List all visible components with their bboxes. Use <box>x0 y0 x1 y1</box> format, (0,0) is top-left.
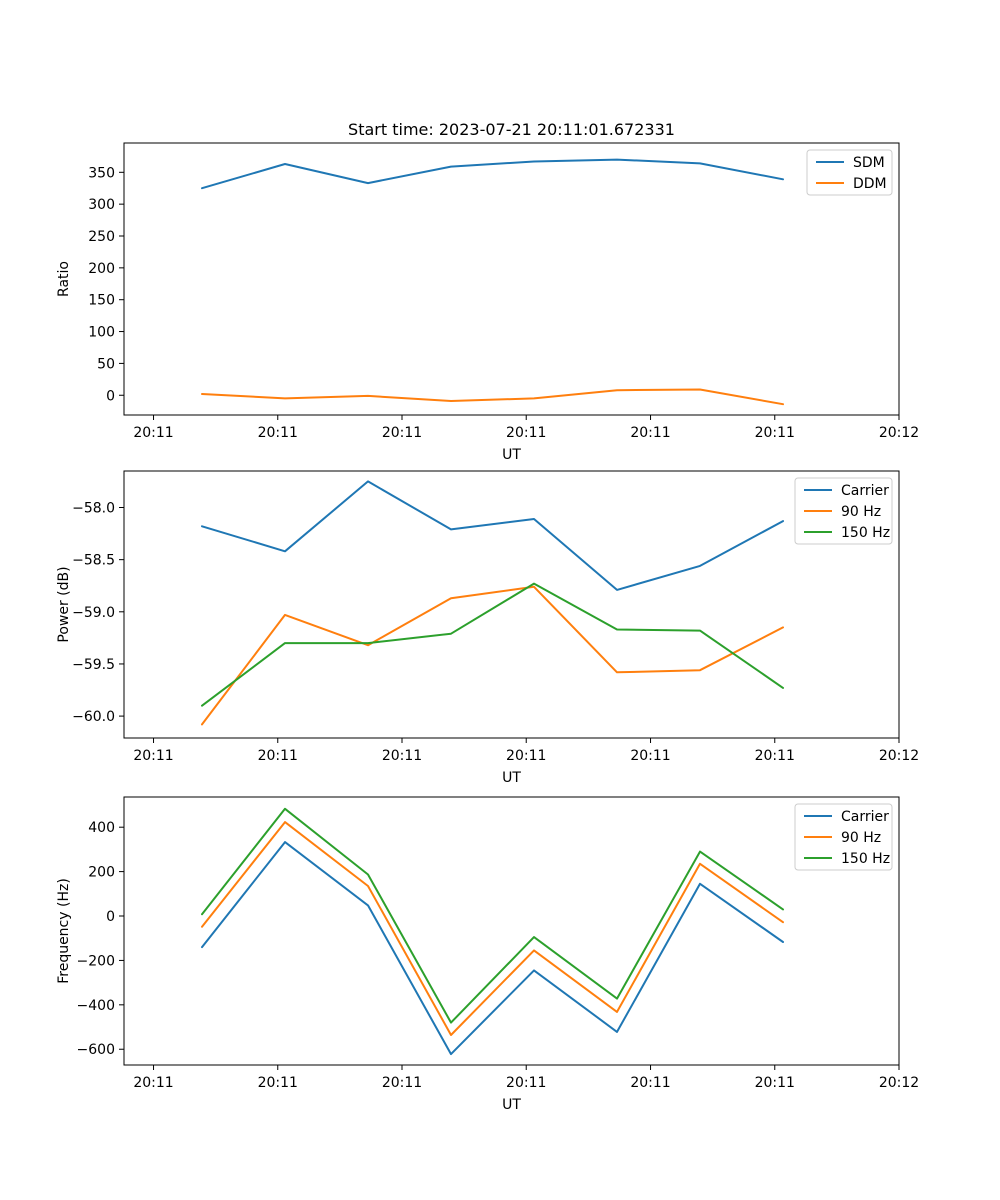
carrier-line <box>201 841 784 1056</box>
y-tick-label: 0 <box>106 909 115 925</box>
power-legend: Carrier 90 Hz 150 Hz <box>794 477 893 545</box>
y-tick-label: 0 <box>106 388 115 404</box>
90-hz-line <box>201 585 784 726</box>
legend-label-150-hz: 150 Hz <box>841 525 890 541</box>
legend-label-150-hz: 150 Hz <box>841 851 890 867</box>
x-tick-label: 20:11 <box>755 748 795 764</box>
axes-frame <box>123 470 900 739</box>
axes-frame <box>123 142 900 416</box>
legend-label-90-hz: 90 Hz <box>841 504 881 520</box>
x-tick-label: 20:11 <box>258 1075 298 1091</box>
y-tick-label: −58.0 <box>72 501 115 517</box>
frequency-xaxis-label: UT <box>502 1097 521 1113</box>
150-hz-line <box>201 807 784 1024</box>
x-tick-label: 20:12 <box>879 1075 919 1091</box>
y-tick-label: 50 <box>97 356 115 372</box>
x-tick-label: 20:11 <box>630 425 670 441</box>
legend-label-ddm: DDM <box>853 176 887 192</box>
y-tick-label: 200 <box>88 261 115 277</box>
legend-label-90-hz: 90 Hz <box>841 830 881 846</box>
legend-label-carrier: Carrier <box>841 483 889 499</box>
x-tick-label: 20:11 <box>133 748 173 764</box>
x-tick-label: 20:12 <box>879 425 919 441</box>
power-yaxis-label: Power (dB) <box>56 566 72 642</box>
ratio-plot: 20:11 20:11 20:11 20:11 20:11 20:11 20:12 0 50 10… <box>56 142 919 463</box>
x-tick-label: 20:11 <box>755 1075 795 1091</box>
y-tick-label: 150 <box>88 293 115 309</box>
frequency-legend: Carrier 90 Hz 150 Hz <box>794 803 893 871</box>
x-tick-label: 20:11 <box>630 748 670 764</box>
150-hz-line <box>201 582 784 707</box>
legend-box <box>794 477 893 545</box>
x-tick-label: 20:11 <box>506 1075 546 1091</box>
legend-box <box>794 803 893 871</box>
frequency-plot: 20:11 20:11 20:11 20:11 20:11 20:11 20:12 400 20… <box>56 796 919 1113</box>
y-tick-label: −59.5 <box>72 657 115 673</box>
x-tick-label: 20:11 <box>382 425 422 441</box>
ratio-yaxis-label: Ratio <box>56 261 72 297</box>
y-tick-label: 250 <box>88 229 115 245</box>
x-tick-label: 20:11 <box>382 1075 422 1091</box>
axes-frame <box>123 796 900 1066</box>
y-tick-label: 200 <box>88 865 115 881</box>
sdm-line <box>201 158 784 190</box>
x-tick-label: 20:12 <box>879 748 919 764</box>
x-tick-label: 20:11 <box>382 748 422 764</box>
y-tick-label: 400 <box>88 820 115 836</box>
x-tick-label: 20:11 <box>630 1075 670 1091</box>
y-tick-label: −400 <box>77 998 115 1014</box>
x-tick-label: 20:11 <box>506 425 546 441</box>
carrier-line <box>201 480 784 591</box>
y-tick-label: 300 <box>88 197 115 213</box>
legend-label-sdm: SDM <box>853 155 885 171</box>
ddm-line <box>201 388 784 406</box>
legend-label-carrier: Carrier <box>841 809 889 825</box>
y-tick-label: 100 <box>88 325 115 341</box>
y-tick-label: 350 <box>88 165 115 181</box>
frequency-yaxis-label: Frequency (Hz) <box>56 878 72 984</box>
power-plot: 20:11 20:11 20:11 20:11 20:11 20:11 20:12 −58.0… <box>56 470 919 786</box>
x-tick-label: 20:11 <box>506 748 546 764</box>
x-tick-label: 20:11 <box>258 425 298 441</box>
y-tick-label: −60.0 <box>72 709 115 725</box>
y-tick-label: −58.5 <box>72 553 115 569</box>
ratio-legend: SDM DDM <box>806 149 893 196</box>
x-tick-label: 20:11 <box>755 425 795 441</box>
ratio-xaxis-label: UT <box>502 447 521 463</box>
figure-title: Start time: 2023-07-21 20:11:01.672331 <box>348 120 675 139</box>
y-tick-label: −200 <box>77 953 115 969</box>
y-tick-label: −59.0 <box>72 605 115 621</box>
x-tick-label: 20:11 <box>258 748 298 764</box>
90-hz-line <box>201 821 784 1036</box>
power-xaxis-label: UT <box>502 770 521 786</box>
x-tick-label: 20:11 <box>133 1075 173 1091</box>
y-tick-label: −600 <box>77 1042 115 1058</box>
x-tick-label: 20:11 <box>133 425 173 441</box>
